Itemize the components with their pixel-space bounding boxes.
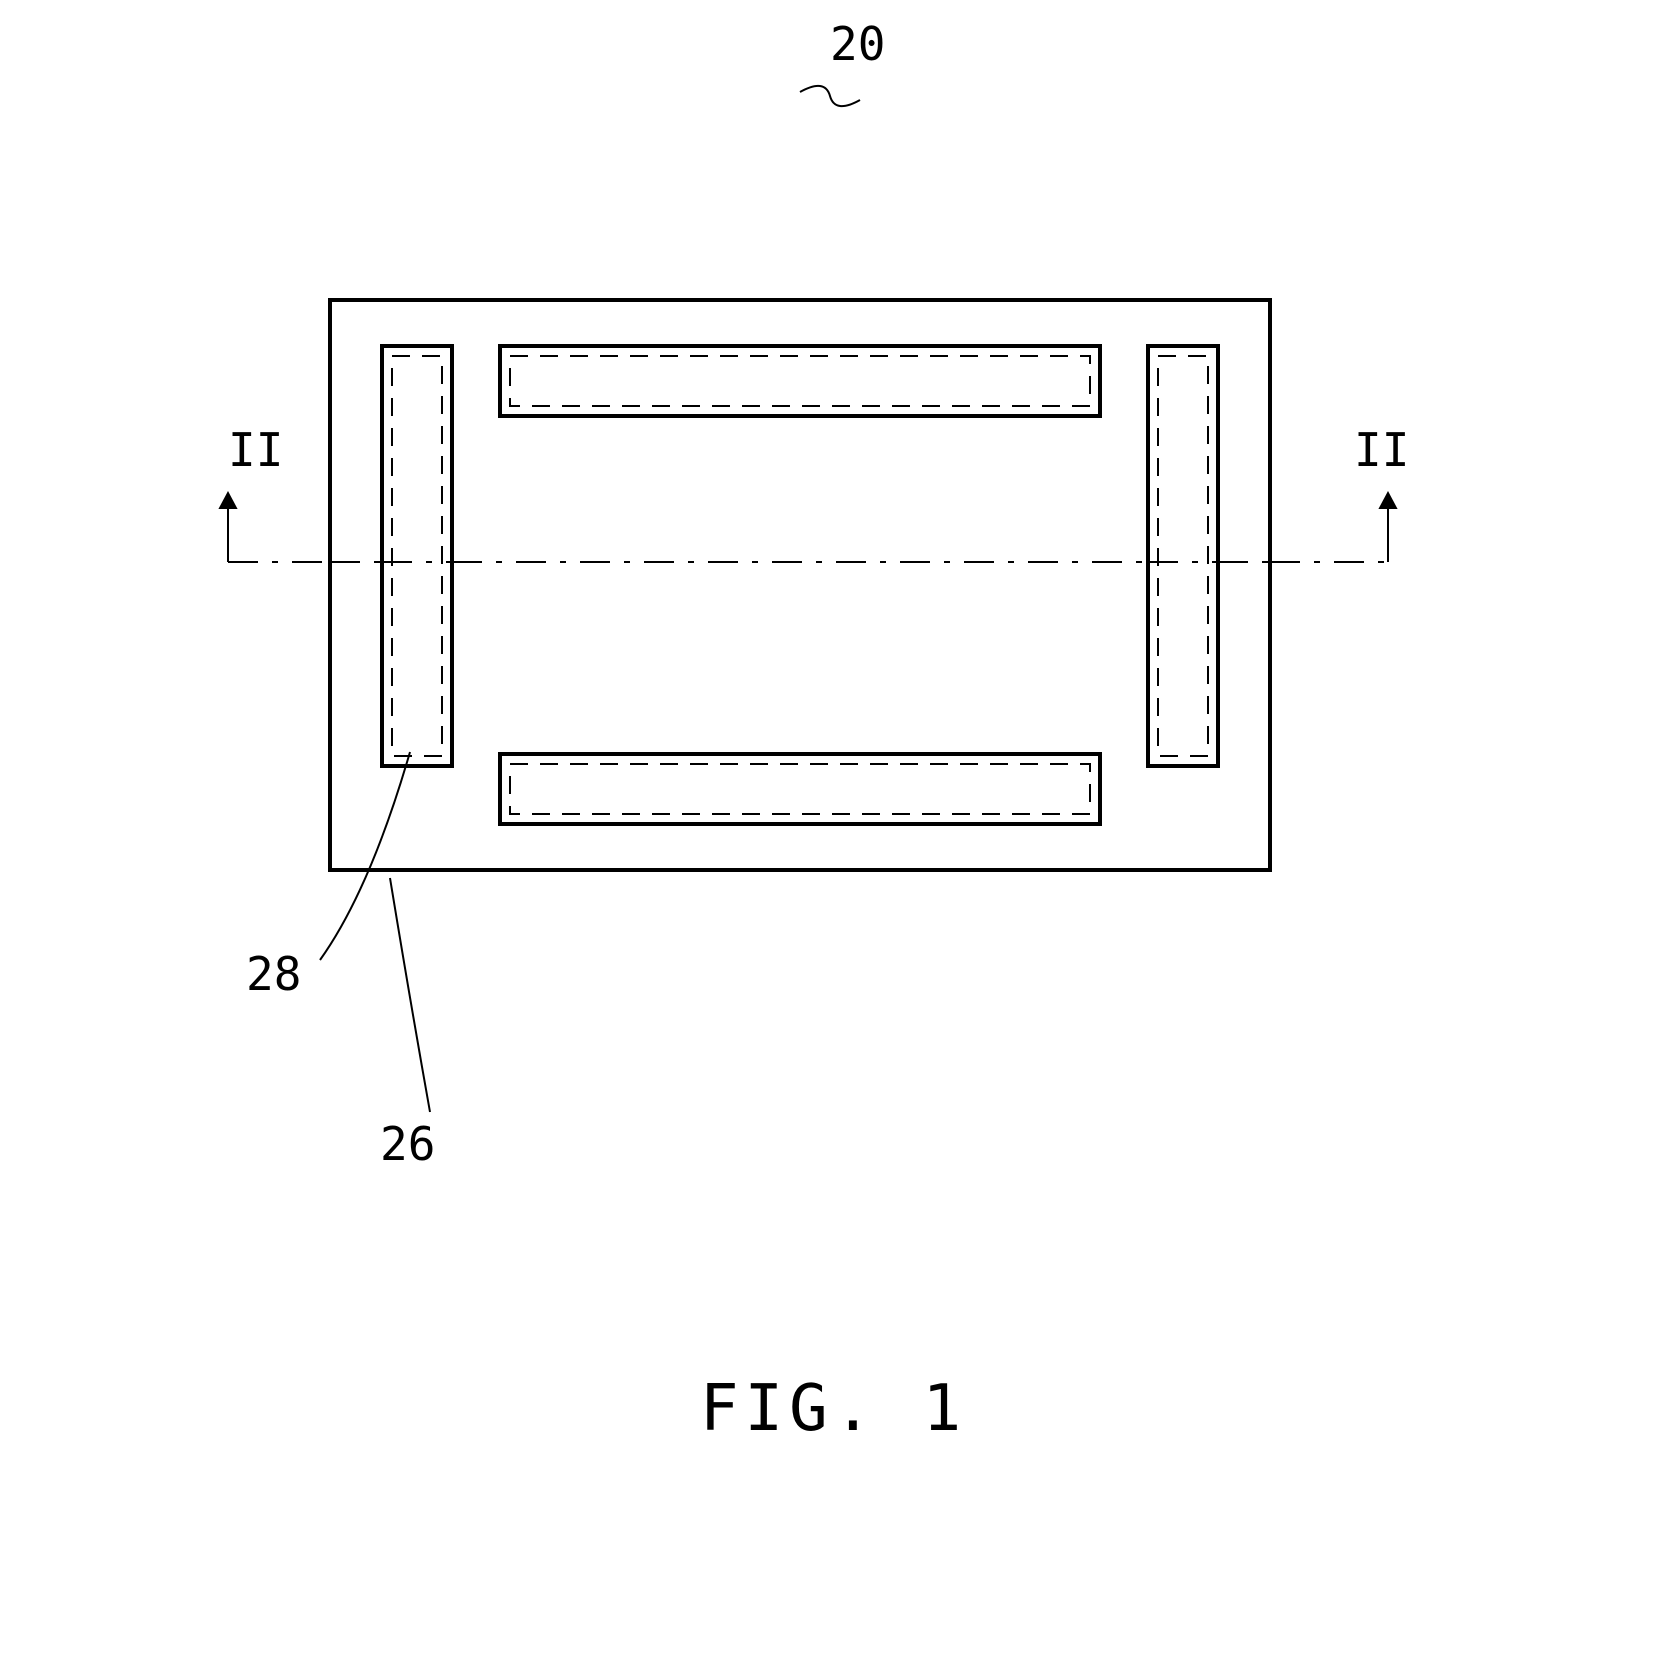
ref-20-squiggle [800, 86, 860, 106]
section-arrow-head [1378, 491, 1397, 509]
slot-bottom [500, 754, 1100, 824]
callout-26-label: 26 [380, 1117, 435, 1171]
section-label-left: II [228, 423, 283, 477]
outer-frame [330, 300, 1270, 870]
ref-20-label: 20 [830, 17, 885, 71]
callout-28-leader [320, 752, 410, 960]
slot-top [500, 346, 1100, 416]
slot-right-hidden [1158, 356, 1208, 756]
slot-top-hidden [510, 356, 1090, 406]
figure-caption: FIG. 1 [700, 1372, 967, 1446]
slot-bottom-hidden [510, 764, 1090, 814]
diagram-svg: 20 II II 28 26 FIG. 1 [0, 0, 1653, 1664]
section-label-right: II [1354, 423, 1409, 477]
callout-28-label: 28 [246, 947, 301, 1001]
slot-left-hidden [392, 356, 442, 756]
section-arrow-head [218, 491, 237, 509]
figure-canvas: 20 II II 28 26 FIG. 1 [0, 0, 1653, 1664]
callout-26-leader [390, 878, 430, 1112]
